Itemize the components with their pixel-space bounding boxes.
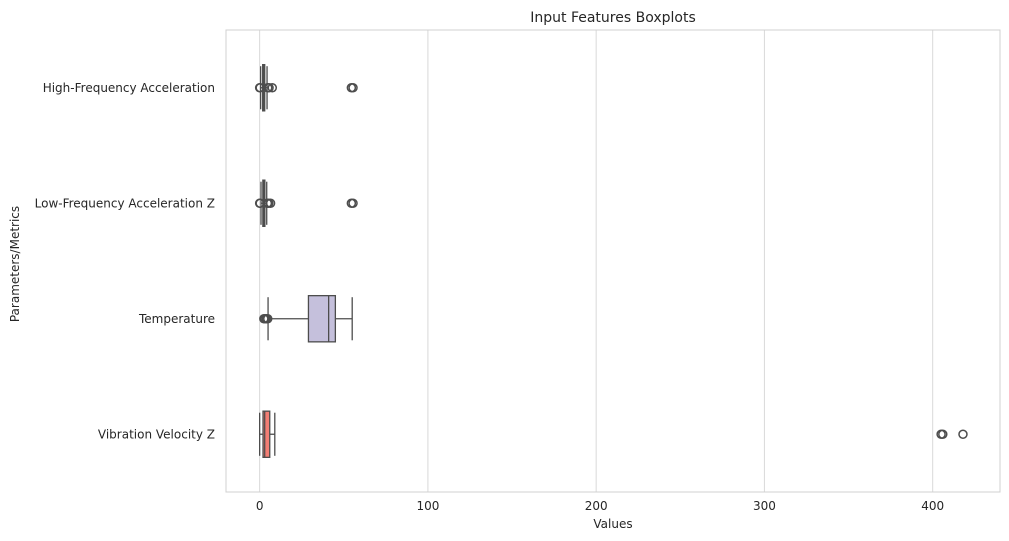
outlier-point-2 [958,429,968,439]
outlier-point-4 [267,83,278,93]
box [307,294,337,343]
x-tick-label-100: 100 [416,499,439,513]
outlier-point-1 [938,429,948,439]
y-axis-label: Parameters/Metrics [8,206,22,322]
boxes-layer [254,64,968,458]
x-tick-label-0: 0 [256,499,264,513]
outlier-point-6 [348,198,358,208]
x-tick-label-300: 300 [753,499,776,513]
outlier-point-6 [348,83,358,93]
x-ticks: 0 100 200 300 400 [256,499,944,513]
boxplot-1 [254,179,358,227]
outlier-point-3 [262,314,273,324]
y-category-label-1: Low-Frequency Acceleration Z [35,196,215,210]
grid-layer [259,30,934,492]
y-category-label-2: Temperature [138,312,215,326]
x-tick-label-400: 400 [921,499,944,513]
box [262,410,271,458]
chart-title: Input Features Boxplots [530,10,696,26]
outlier-point-3 [264,83,274,93]
y-category-label-3: Vibration Velocity Z [98,427,215,441]
x-axis-label: Values [593,517,632,531]
x-tick-label-200: 200 [585,499,608,513]
y-category-label-0: High-Frequency Acceleration [43,81,215,95]
boxplot-2 [259,294,353,343]
plot-frame [225,29,1001,493]
y-categories: High-Frequency Acceleration Low-Frequency… [35,81,215,442]
outlier-point-4 [265,198,276,208]
boxplot-3 [259,410,968,458]
boxplot-0 [254,64,358,112]
